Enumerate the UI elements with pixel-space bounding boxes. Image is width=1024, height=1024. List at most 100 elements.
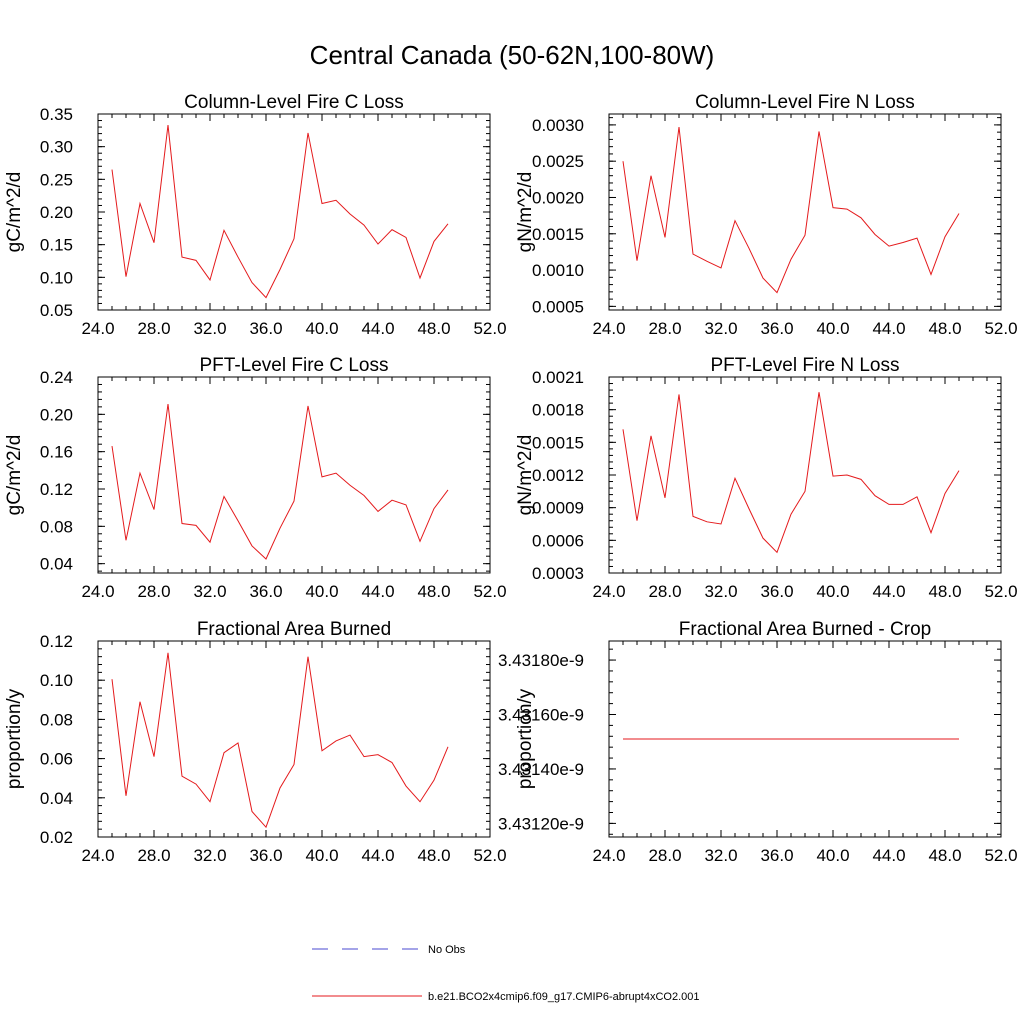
- panel-6: Fractional Area Burned - Crop proportion/…: [498, 619, 1018, 865]
- series-line: [622, 392, 960, 554]
- y-tick-label: 0.0015: [532, 433, 584, 452]
- y-tick-label: 0.0012: [532, 466, 584, 485]
- y-tick-label: 0.0025: [532, 152, 584, 171]
- x-tick-label: 32.0: [704, 319, 737, 338]
- y-axis-label: gC/m^2/d: [4, 172, 25, 253]
- y-tick-label: 0.25: [40, 170, 73, 189]
- x-tick-label: 24.0: [81, 319, 114, 338]
- x-tick-label: 36.0: [760, 846, 793, 865]
- panel-title: Column-Level Fire C Loss: [184, 92, 404, 113]
- x-tick-label: 32.0: [704, 846, 737, 865]
- legend: No Obs b.e21.BCO2x4cmip6.f09_g17.CMIP6-ab…: [312, 944, 700, 1003]
- y-tick-label: 3.43180e-9: [498, 651, 584, 670]
- x-tick-label: 32.0: [193, 319, 226, 338]
- legend-label: No Obs: [428, 944, 466, 956]
- x-tick-label: 52.0: [984, 319, 1017, 338]
- y-tick-label: 0.02: [40, 828, 73, 847]
- y-tick-label: 0.35: [40, 105, 73, 124]
- y-tick-label: 0.0020: [532, 188, 584, 207]
- y-tick-label: 0.24: [40, 368, 73, 387]
- x-tick-label: 52.0: [473, 846, 506, 865]
- panels: Column-Level Fire C Loss gC/m^2/d 24.0 28.0…: [4, 92, 1018, 865]
- x-tick-label: 44.0: [361, 582, 394, 601]
- y-tick-label: 0.20: [40, 203, 73, 222]
- y-tick-label: 0.0005: [532, 297, 584, 316]
- panel-5: Fractional Area Burned proportion/y 24.0 28…: [4, 619, 507, 865]
- x-tick-label: 40.0: [305, 846, 338, 865]
- y-axis-label: proportion/y: [4, 688, 25, 789]
- y-tick-label: 0.0010: [532, 261, 584, 280]
- x-tick-label: 28.0: [137, 319, 170, 338]
- panel-title: Fractional Area Burned - Crop: [679, 619, 931, 640]
- y-axis-label: gC/m^2/d: [4, 435, 25, 516]
- panel-title: PFT-Level Fire N Loss: [711, 355, 900, 376]
- x-tick-label: 48.0: [417, 846, 450, 865]
- y-tick-label: 3.43140e-9: [498, 760, 584, 779]
- panel-1: Column-Level Fire C Loss gC/m^2/d 24.0 28.0…: [4, 92, 507, 338]
- x-tick-label: 40.0: [816, 319, 849, 338]
- series-line: [622, 127, 960, 294]
- y-axis-label: proportion/y: [515, 688, 536, 789]
- x-tick-label: 36.0: [760, 582, 793, 601]
- x-tick-label: 24.0: [592, 582, 625, 601]
- x-tick-label: 36.0: [249, 319, 282, 338]
- x-tick-label: 28.0: [137, 582, 170, 601]
- y-tick-label: 0.10: [40, 268, 73, 287]
- x-tick-label: 44.0: [872, 846, 905, 865]
- y-tick-label: 0.08: [40, 710, 73, 729]
- series-line: [111, 404, 449, 560]
- main-title: Central Canada (50-62N,100-80W): [310, 40, 715, 70]
- y-axis-label: gN/m^2/d: [515, 435, 536, 516]
- legend-entry: b.e21.BCO2x4cmip6.f09_g17.CMIP6-abrupt4x…: [312, 991, 700, 1003]
- y-tick-label: 0.10: [40, 671, 73, 690]
- x-tick-label: 24.0: [81, 846, 114, 865]
- x-tick-label: 24.0: [81, 582, 114, 601]
- y-tick-label: 0.16: [40, 443, 73, 462]
- legend-label: b.e21.BCO2x4cmip6.f09_g17.CMIP6-abrupt4x…: [428, 991, 700, 1003]
- panel-3: PFT-Level Fire C Loss gC/m^2/d 24.0 28.0 32.…: [4, 355, 507, 601]
- plot-frame: [97, 376, 491, 574]
- x-tick-label: 32.0: [193, 846, 226, 865]
- y-tick-label: 0.0006: [532, 531, 584, 550]
- y-tick-label: 0.0009: [532, 499, 584, 518]
- y-tick-label: 0.06: [40, 750, 73, 769]
- y-tick-label: 0.0021: [532, 368, 584, 387]
- x-tick-label: 52.0: [473, 319, 506, 338]
- y-tick-label: 0.30: [40, 138, 73, 157]
- x-tick-label: 28.0: [137, 846, 170, 865]
- y-tick-label: 0.15: [40, 236, 73, 255]
- y-tick-label: 0.0015: [532, 225, 584, 244]
- panel-title: Column-Level Fire N Loss: [695, 92, 915, 113]
- x-tick-label: 40.0: [305, 319, 338, 338]
- series-line: [111, 125, 449, 299]
- x-tick-label: 28.0: [648, 846, 681, 865]
- x-tick-label: 24.0: [592, 319, 625, 338]
- x-tick-label: 32.0: [704, 582, 737, 601]
- panel-4: PFT-Level Fire N Loss gN/m^2/d 24.0 28.0 32.…: [515, 355, 1018, 601]
- y-tick-label: 3.43120e-9: [498, 814, 584, 833]
- x-tick-label: 48.0: [928, 319, 961, 338]
- x-tick-label: 28.0: [648, 582, 681, 601]
- x-tick-label: 32.0: [193, 582, 226, 601]
- x-tick-label: 44.0: [872, 319, 905, 338]
- x-tick-label: 52.0: [984, 846, 1017, 865]
- x-tick-label: 48.0: [928, 582, 961, 601]
- y-tick-label: 0.04: [40, 555, 73, 574]
- y-tick-label: 0.0030: [532, 116, 584, 135]
- x-tick-label: 48.0: [928, 846, 961, 865]
- y-tick-label: 0.12: [40, 632, 73, 651]
- y-axis-label: gN/m^2/d: [515, 172, 536, 253]
- x-tick-label: 28.0: [648, 319, 681, 338]
- y-tick-label: 0.08: [40, 517, 73, 536]
- x-tick-label: 36.0: [249, 582, 282, 601]
- y-tick-label: 0.05: [40, 301, 73, 320]
- panel-2: Column-Level Fire N Loss gN/m^2/d 24.0 28.0…: [515, 92, 1018, 338]
- x-tick-label: 24.0: [592, 846, 625, 865]
- x-tick-label: 40.0: [816, 846, 849, 865]
- x-tick-label: 36.0: [760, 319, 793, 338]
- x-tick-label: 40.0: [305, 582, 338, 601]
- x-tick-label: 40.0: [816, 582, 849, 601]
- y-tick-label: 3.43160e-9: [498, 706, 584, 725]
- y-tick-label: 0.04: [40, 789, 73, 808]
- x-tick-label: 44.0: [361, 846, 394, 865]
